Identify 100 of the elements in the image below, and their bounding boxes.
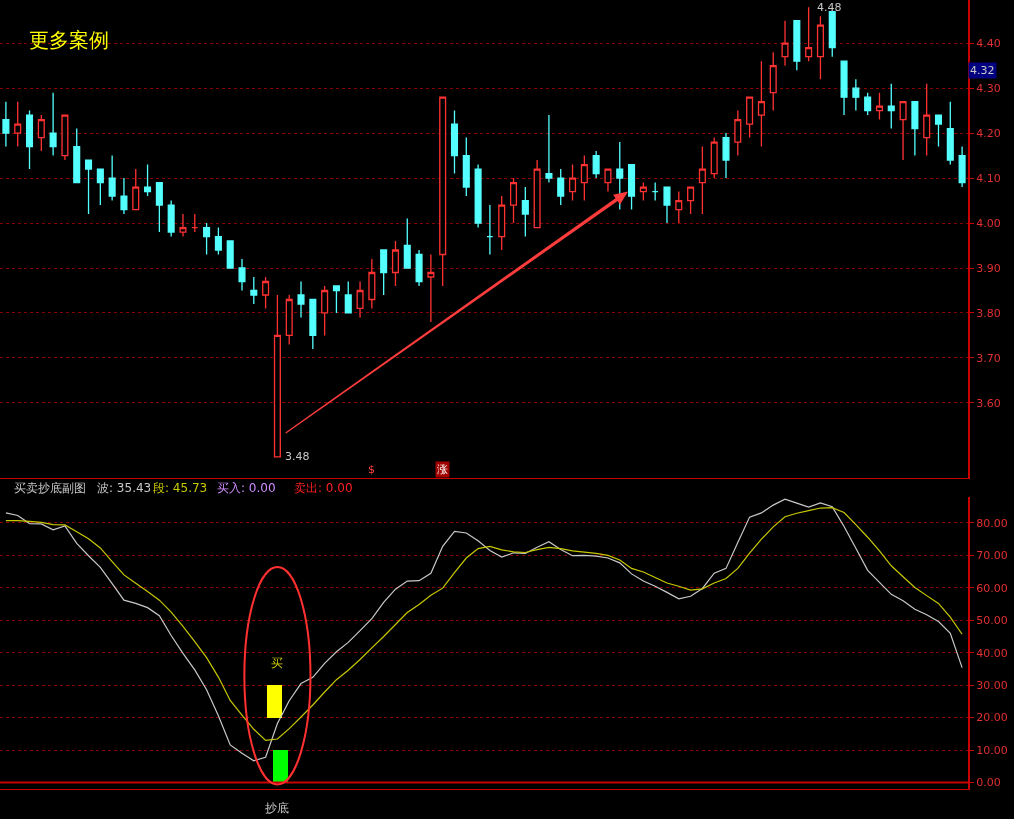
annotation: 涨	[437, 463, 448, 476]
candlestick	[37, 114, 45, 152]
y-tick-label: 50.00	[976, 614, 1008, 628]
y-tick-label: 3.60	[976, 396, 1001, 410]
candlestick	[427, 253, 435, 323]
candlestick	[864, 91, 872, 116]
candlestick	[533, 159, 541, 229]
chart-title: 买卖抄底副图	[14, 481, 86, 495]
candlestick	[120, 177, 128, 215]
candlestick	[14, 100, 22, 148]
y-tick-label: 10.00	[976, 743, 1008, 757]
annotation: $	[368, 463, 375, 476]
candlestick	[580, 154, 588, 202]
candlestick	[651, 181, 659, 202]
annotation: 3.48	[285, 450, 310, 463]
candlestick	[415, 249, 423, 287]
candlestick	[816, 15, 824, 80]
candlestick	[769, 51, 777, 112]
candlestick	[887, 82, 895, 130]
candlestick	[722, 132, 730, 179]
candlestick	[167, 199, 175, 238]
candlestick	[805, 6, 813, 62]
candlestick	[368, 258, 376, 310]
candlestick	[297, 280, 305, 319]
y-tick-label: 4.30	[976, 81, 1001, 95]
candlestick	[474, 163, 482, 229]
candlestick	[332, 285, 340, 314]
candlestick	[687, 186, 695, 215]
candlestick	[616, 141, 624, 211]
candlestick	[710, 136, 718, 179]
text: 卖出: 0.00	[294, 481, 353, 495]
candlestick	[214, 226, 222, 256]
y-tick-label: 20.00	[976, 711, 1008, 725]
y-tick-label: 3.80	[976, 306, 1001, 320]
candlestick	[132, 168, 140, 211]
candlestick	[356, 280, 364, 319]
candlestick	[49, 91, 57, 157]
text: 段: 45.73	[153, 481, 208, 495]
candlestick	[179, 213, 187, 238]
candlestick	[675, 190, 683, 224]
candlestick	[403, 217, 411, 269]
y-tick-label: 80.00	[976, 516, 1008, 530]
annotation: 4.48	[817, 1, 842, 14]
candlestick	[828, 11, 836, 58]
candlestick	[568, 163, 577, 202]
candlestick	[899, 100, 907, 161]
text: 买入: 0.00	[217, 481, 276, 495]
candlestick	[946, 100, 954, 166]
candlestick	[144, 163, 152, 197]
candlestick	[734, 109, 742, 157]
candlestick	[911, 100, 919, 157]
y-tick-label: 4.00	[976, 216, 1001, 230]
candlestick	[273, 294, 281, 458]
y-tick-label: 30.00	[976, 679, 1008, 693]
candlestick	[344, 280, 352, 314]
candlestick	[958, 145, 966, 188]
candlestick	[2, 100, 10, 148]
candlestick	[321, 285, 329, 337]
annotation: 买	[271, 656, 283, 670]
candlestick	[639, 181, 647, 202]
candlestick	[309, 298, 317, 350]
candlestick	[604, 168, 612, 193]
candlestick	[108, 154, 116, 202]
candlestick	[557, 168, 565, 206]
text: 抄底	[265, 801, 289, 815]
y-tick-label: 3.70	[976, 351, 1001, 365]
candlestick	[509, 177, 518, 224]
y-tick-label: 70.00	[976, 549, 1008, 563]
y-tick-label: 40.00	[976, 646, 1008, 660]
candlestick	[84, 159, 93, 215]
candlestick	[462, 136, 470, 197]
candlestick	[840, 60, 848, 116]
candlestick	[545, 114, 553, 184]
text: 波: 35.43	[97, 481, 152, 495]
candlestick	[250, 276, 258, 305]
candlestick	[486, 204, 494, 256]
candlestick	[380, 249, 388, 296]
candlestick	[781, 20, 789, 67]
candlestick	[96, 168, 104, 206]
text: 4.32	[970, 64, 995, 77]
candlestick	[793, 20, 801, 71]
candlestick	[923, 82, 931, 157]
text: 更多案例	[29, 28, 109, 52]
candlestick	[746, 96, 754, 139]
y-tick-label: 4.20	[976, 126, 1001, 140]
y-tick-label: 4.40	[976, 37, 1001, 51]
y-tick-label: 60.00	[976, 581, 1008, 595]
candlestick	[628, 163, 636, 211]
candlestick	[191, 213, 199, 233]
candlestick	[498, 195, 506, 251]
candlestick	[61, 114, 69, 161]
candlestick	[852, 78, 860, 112]
candlestick	[663, 186, 671, 224]
candlestick	[25, 109, 34, 170]
candlestick	[439, 96, 447, 287]
candlestick	[285, 294, 293, 346]
y-tick-label: 4.10	[976, 171, 1001, 185]
candlestick	[934, 114, 943, 148]
candlestick	[203, 222, 211, 256]
candlestick	[698, 145, 706, 215]
